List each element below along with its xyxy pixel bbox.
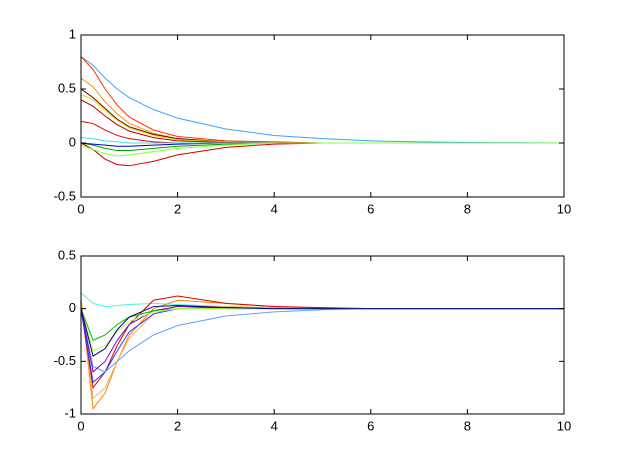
y-tick-label: 0.5 — [58, 247, 76, 262]
data-line — [80, 303, 564, 400]
data-line — [80, 56, 565, 144]
y-tick-label: -0.5 — [54, 188, 76, 203]
data-line — [80, 99, 564, 144]
y-tick-label: -1 — [64, 405, 76, 420]
x-tick-label: 2 — [174, 418, 181, 433]
y-tick-label: 0 — [69, 300, 76, 315]
y-tick-label: 1 — [69, 26, 76, 41]
x-tick-label: 0 — [77, 418, 84, 433]
data-line — [80, 306, 564, 373]
x-tick-label: 8 — [464, 201, 471, 216]
x-tick-label: 6 — [367, 201, 374, 216]
x-tick-label: 4 — [271, 201, 278, 216]
y-tick-label: 0 — [69, 134, 76, 149]
data-line — [80, 142, 564, 152]
x-tick-label: 0 — [77, 201, 84, 216]
x-tick-label: 10 — [557, 418, 571, 433]
data-line — [80, 307, 564, 384]
data-line — [80, 56, 564, 144]
y-tick-label: 0.5 — [58, 80, 76, 95]
x-tick-label: 4 — [271, 418, 278, 433]
data-line — [80, 308, 564, 352]
data-line — [80, 308, 564, 373]
x-tick-label: 8 — [464, 418, 471, 433]
data-line — [80, 298, 564, 411]
data-line — [80, 77, 564, 144]
data-line — [80, 88, 564, 144]
x-tick-label: 10 — [557, 201, 571, 216]
data-line — [80, 305, 564, 357]
y-tick-label: -0.5 — [54, 353, 76, 368]
x-tick-label: 6 — [367, 418, 374, 433]
axes-frame — [80, 255, 565, 415]
x-tick-label: 2 — [174, 201, 181, 216]
axes-frame — [80, 34, 565, 198]
data-line — [80, 142, 564, 167]
data-line — [80, 93, 564, 144]
data-line — [80, 120, 564, 144]
data-line — [80, 142, 564, 157]
